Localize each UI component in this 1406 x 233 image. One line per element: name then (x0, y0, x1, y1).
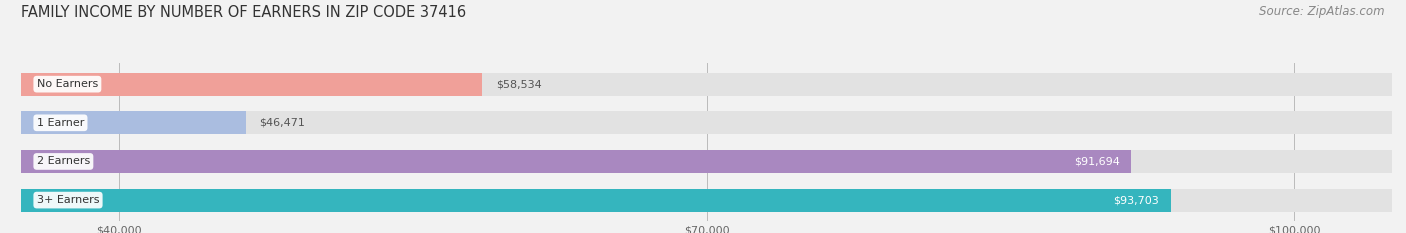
Text: Source: ZipAtlas.com: Source: ZipAtlas.com (1260, 5, 1385, 18)
Text: FAMILY INCOME BY NUMBER OF EARNERS IN ZIP CODE 37416: FAMILY INCOME BY NUMBER OF EARNERS IN ZI… (21, 5, 467, 20)
Text: No Earners: No Earners (37, 79, 98, 89)
Bar (21, 72, 482, 96)
Bar (21, 188, 1392, 212)
Bar (21, 150, 1392, 173)
Text: $46,471: $46,471 (260, 118, 305, 128)
Text: $91,694: $91,694 (1074, 156, 1119, 166)
Bar (21, 111, 1392, 134)
Text: $58,534: $58,534 (496, 79, 541, 89)
Bar (21, 72, 1392, 96)
Text: 1 Earner: 1 Earner (37, 118, 84, 128)
Text: 3+ Earners: 3+ Earners (37, 195, 100, 205)
Bar (21, 188, 1171, 212)
Bar (21, 111, 246, 134)
Text: 2 Earners: 2 Earners (37, 156, 90, 166)
Text: $93,703: $93,703 (1114, 195, 1159, 205)
Bar (21, 150, 1132, 173)
